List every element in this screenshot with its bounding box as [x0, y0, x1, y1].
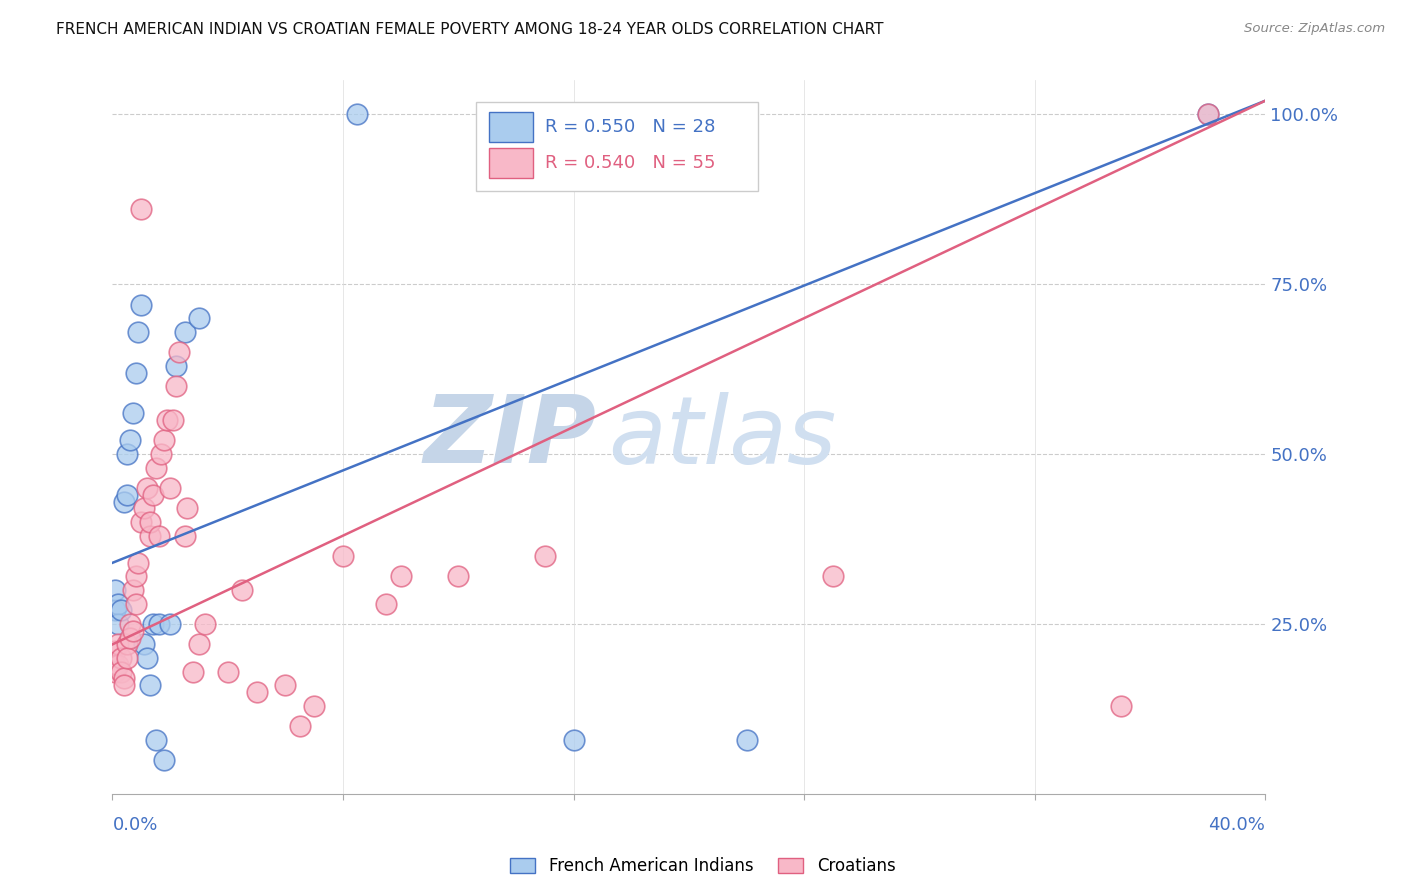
Point [181, 665, 204, 679]
Point [678, 107, 700, 121]
Point [231, 582, 253, 597]
FancyBboxPatch shape [475, 102, 758, 191]
Point [136, 481, 159, 495]
Point [129, 297, 153, 311]
Point [121, 406, 143, 420]
Point [148, 528, 170, 542]
Point [176, 501, 198, 516]
Point [134, 637, 156, 651]
Point [124, 597, 146, 611]
Point [375, 597, 398, 611]
Point [110, 665, 132, 679]
Bar [489, 148, 533, 178]
Point [332, 549, 354, 563]
Point [115, 651, 138, 665]
Point [1111, 698, 1133, 713]
Point [104, 657, 127, 672]
Text: ZIP: ZIP [423, 391, 596, 483]
Text: Source: ZipAtlas.com: Source: ZipAtlas.com [1244, 22, 1385, 36]
Point [136, 651, 159, 665]
Point [104, 582, 127, 597]
Point [821, 569, 844, 583]
Point [173, 528, 195, 542]
Point [1197, 107, 1219, 121]
Point [104, 644, 127, 658]
Point [129, 515, 153, 529]
Point [107, 597, 129, 611]
Bar [489, 112, 533, 143]
Point [139, 678, 162, 692]
Text: atlas: atlas [609, 392, 837, 483]
Point [112, 494, 135, 508]
Point [447, 569, 470, 583]
Point [165, 359, 187, 373]
Point [121, 582, 143, 597]
Point [620, 107, 643, 121]
Point [110, 603, 132, 617]
Point [159, 617, 181, 632]
Point [194, 617, 217, 632]
Point [112, 678, 135, 692]
Point [107, 657, 129, 672]
Point [118, 617, 141, 632]
Point [153, 753, 176, 767]
Point [104, 665, 127, 679]
Point [165, 379, 187, 393]
Point [173, 325, 195, 339]
Point [533, 549, 555, 563]
Point [107, 637, 129, 651]
Point [142, 488, 165, 502]
Point [139, 528, 162, 542]
Point [188, 311, 211, 326]
Point [162, 413, 184, 427]
Point [562, 732, 585, 747]
Point [121, 624, 143, 638]
Point [118, 434, 141, 448]
Point [1197, 107, 1219, 121]
Text: 0.0%: 0.0% [112, 816, 157, 834]
Point [274, 678, 297, 692]
Point [304, 698, 326, 713]
Point [115, 637, 138, 651]
Point [346, 107, 368, 121]
Point [107, 617, 129, 632]
Point [735, 732, 758, 747]
Legend: French American Indians, Croatians: French American Indians, Croatians [503, 851, 903, 882]
Point [115, 488, 138, 502]
Point [127, 556, 149, 570]
Point [127, 325, 149, 339]
Point [167, 345, 190, 359]
Point [118, 631, 141, 645]
Point [245, 685, 267, 699]
Point [115, 447, 138, 461]
Point [148, 617, 170, 632]
Text: 40.0%: 40.0% [1209, 816, 1265, 834]
Point [153, 434, 176, 448]
Text: R = 0.540   N = 55: R = 0.540 N = 55 [544, 154, 716, 172]
Point [104, 603, 127, 617]
Point [145, 460, 167, 475]
Point [129, 202, 153, 217]
Point [124, 366, 146, 380]
Point [288, 719, 311, 733]
Point [142, 617, 165, 632]
Point [159, 481, 181, 495]
Point [217, 665, 239, 679]
Point [389, 569, 412, 583]
Point [110, 651, 132, 665]
Point [134, 501, 156, 516]
Point [139, 515, 162, 529]
Point [188, 637, 211, 651]
Point [124, 569, 146, 583]
Point [156, 413, 179, 427]
Text: R = 0.550   N = 28: R = 0.550 N = 28 [544, 119, 716, 136]
Point [145, 732, 167, 747]
Point [112, 671, 135, 685]
Text: FRENCH AMERICAN INDIAN VS CROATIAN FEMALE POVERTY AMONG 18-24 YEAR OLDS CORRELAT: FRENCH AMERICAN INDIAN VS CROATIAN FEMAL… [56, 22, 884, 37]
Point [150, 447, 173, 461]
